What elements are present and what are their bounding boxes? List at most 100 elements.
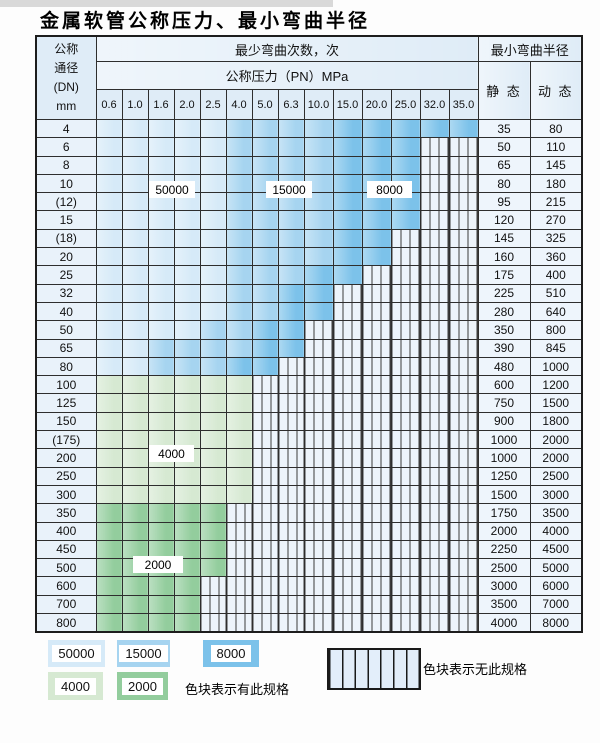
no-spec-cell bbox=[361, 594, 392, 615]
table-row: 20 160 360 bbox=[35, 247, 583, 267]
spec-cell-50000 bbox=[95, 173, 123, 194]
no-spec-cell bbox=[332, 283, 363, 303]
spec-cell-15000 bbox=[199, 338, 227, 358]
no-spec-cell bbox=[225, 558, 253, 578]
dn-cell: 8 bbox=[35, 155, 97, 175]
spec-cell-8000 bbox=[361, 228, 392, 249]
table-row: 300 1500 3000 bbox=[35, 484, 583, 505]
spec-cell-4000 bbox=[147, 393, 175, 413]
spec-cell-50000 bbox=[173, 228, 201, 249]
no-spec-cell bbox=[251, 613, 279, 633]
spec-cell-2000 bbox=[121, 521, 149, 541]
spec-cell-2000 bbox=[147, 594, 175, 615]
no-spec-cell bbox=[332, 320, 363, 340]
no-spec-cell bbox=[361, 448, 392, 468]
no-spec-cell bbox=[361, 283, 392, 303]
no-spec-cell bbox=[251, 430, 279, 450]
spec-cell-50000 bbox=[121, 283, 149, 303]
pressure-tick: 35.0 bbox=[448, 89, 479, 120]
spec-cell-2000 bbox=[199, 521, 227, 541]
spec-cell-50000 bbox=[147, 118, 175, 139]
spec-cell-50000 bbox=[173, 301, 201, 322]
no-spec-cell bbox=[419, 594, 450, 615]
no-spec-cell bbox=[448, 448, 479, 468]
no-spec-cell bbox=[251, 576, 279, 596]
spec-cell-50000 bbox=[199, 137, 227, 157]
no-spec-cell bbox=[303, 466, 334, 486]
spec-cell-8000 bbox=[332, 247, 363, 267]
spec-cell-8000 bbox=[361, 155, 392, 175]
static-radius-cell: 120 bbox=[477, 210, 531, 230]
spec-cell-15000 bbox=[225, 320, 253, 340]
spec-cell-50000 bbox=[173, 320, 201, 340]
spec-cell-8000 bbox=[390, 210, 421, 230]
spec-cell-50000 bbox=[199, 228, 227, 249]
spec-cell-50000 bbox=[95, 338, 123, 358]
no-spec-cell bbox=[419, 558, 450, 578]
spec-cell-50000 bbox=[95, 247, 123, 267]
no-spec-cell bbox=[303, 338, 334, 358]
no-spec-cell bbox=[419, 466, 450, 486]
spec-cell-8000 bbox=[332, 192, 363, 212]
spec-cell-4000 bbox=[173, 466, 201, 486]
no-spec-cell bbox=[390, 320, 421, 340]
spec-cell-4000 bbox=[199, 411, 227, 432]
spec-cell-8000 bbox=[361, 247, 392, 267]
spec-cell-50000 bbox=[121, 210, 149, 230]
dynamic-radius-cell: 4000 bbox=[529, 521, 583, 541]
spec-cell-50000 bbox=[121, 137, 149, 157]
no-spec-cell bbox=[332, 558, 363, 578]
spec-cell-4000 bbox=[121, 393, 149, 413]
spec-cell-15000 bbox=[225, 173, 253, 194]
no-spec-cell bbox=[303, 558, 334, 578]
spec-cell-50000 bbox=[199, 283, 227, 303]
static-radius-cell: 35 bbox=[477, 118, 531, 139]
spec-cell-8000 bbox=[277, 301, 305, 322]
scan-artifact-strip bbox=[0, 0, 333, 7]
pressure-tick: 5.0 bbox=[251, 89, 279, 120]
no-spec-cell bbox=[419, 137, 450, 157]
no-spec-cell bbox=[199, 594, 227, 615]
dn-cell: 4 bbox=[35, 118, 97, 139]
no-spec-cell bbox=[419, 448, 450, 468]
dn-cell: (12) bbox=[35, 192, 97, 212]
dynamic-radius-cell: 1800 bbox=[529, 411, 583, 432]
no-spec-cell bbox=[390, 594, 421, 615]
spec-table-wrap: 公称 通径 (DN) mm 最少弯曲次数，次 最小弯曲半径 公称压力（PN）MP… bbox=[35, 35, 583, 634]
spec-cell-2000 bbox=[173, 576, 201, 596]
dn-cell: 125 bbox=[35, 393, 97, 413]
dn-cell: 32 bbox=[35, 283, 97, 303]
no-spec-cell bbox=[361, 393, 392, 413]
spec-cell-4000 bbox=[95, 466, 123, 486]
spec-cell-50000 bbox=[121, 356, 149, 377]
no-spec-cell bbox=[199, 576, 227, 596]
table-row: 100 600 1200 bbox=[35, 375, 583, 395]
no-spec-cell bbox=[390, 430, 421, 450]
no-spec-cell bbox=[390, 283, 421, 303]
no-spec-cell bbox=[419, 411, 450, 432]
spec-cell-15000 bbox=[225, 265, 253, 285]
spec-cell-8000 bbox=[361, 118, 392, 139]
spec-cell-2000 bbox=[173, 503, 201, 523]
cycle-count-label: 2000 bbox=[133, 556, 183, 573]
legend-swatch-50000: 50000 bbox=[48, 640, 105, 667]
spec-cell-8000 bbox=[277, 283, 305, 303]
spec-cell-50000 bbox=[173, 247, 201, 267]
no-spec-cell bbox=[390, 338, 421, 358]
spec-cell-15000 bbox=[303, 155, 334, 175]
spec-cell-15000 bbox=[303, 247, 334, 267]
dynamic-radius-cell: 845 bbox=[529, 338, 583, 358]
spec-cell-2000 bbox=[173, 613, 201, 633]
no-spec-cell bbox=[448, 576, 479, 596]
no-spec-cell bbox=[251, 466, 279, 486]
no-spec-cell bbox=[448, 137, 479, 157]
cycle-count-label: 50000 bbox=[149, 181, 195, 198]
table-row: 800 4000 8000 bbox=[35, 613, 583, 633]
no-spec-cell bbox=[448, 393, 479, 413]
spec-cell-50000 bbox=[95, 301, 123, 322]
spec-cell-2000 bbox=[95, 594, 123, 615]
spec-cell-4000 bbox=[199, 484, 227, 505]
spec-cell-2000 bbox=[147, 576, 175, 596]
spec-cell-50000 bbox=[147, 210, 175, 230]
cycle-count-label: 15000 bbox=[266, 181, 312, 198]
